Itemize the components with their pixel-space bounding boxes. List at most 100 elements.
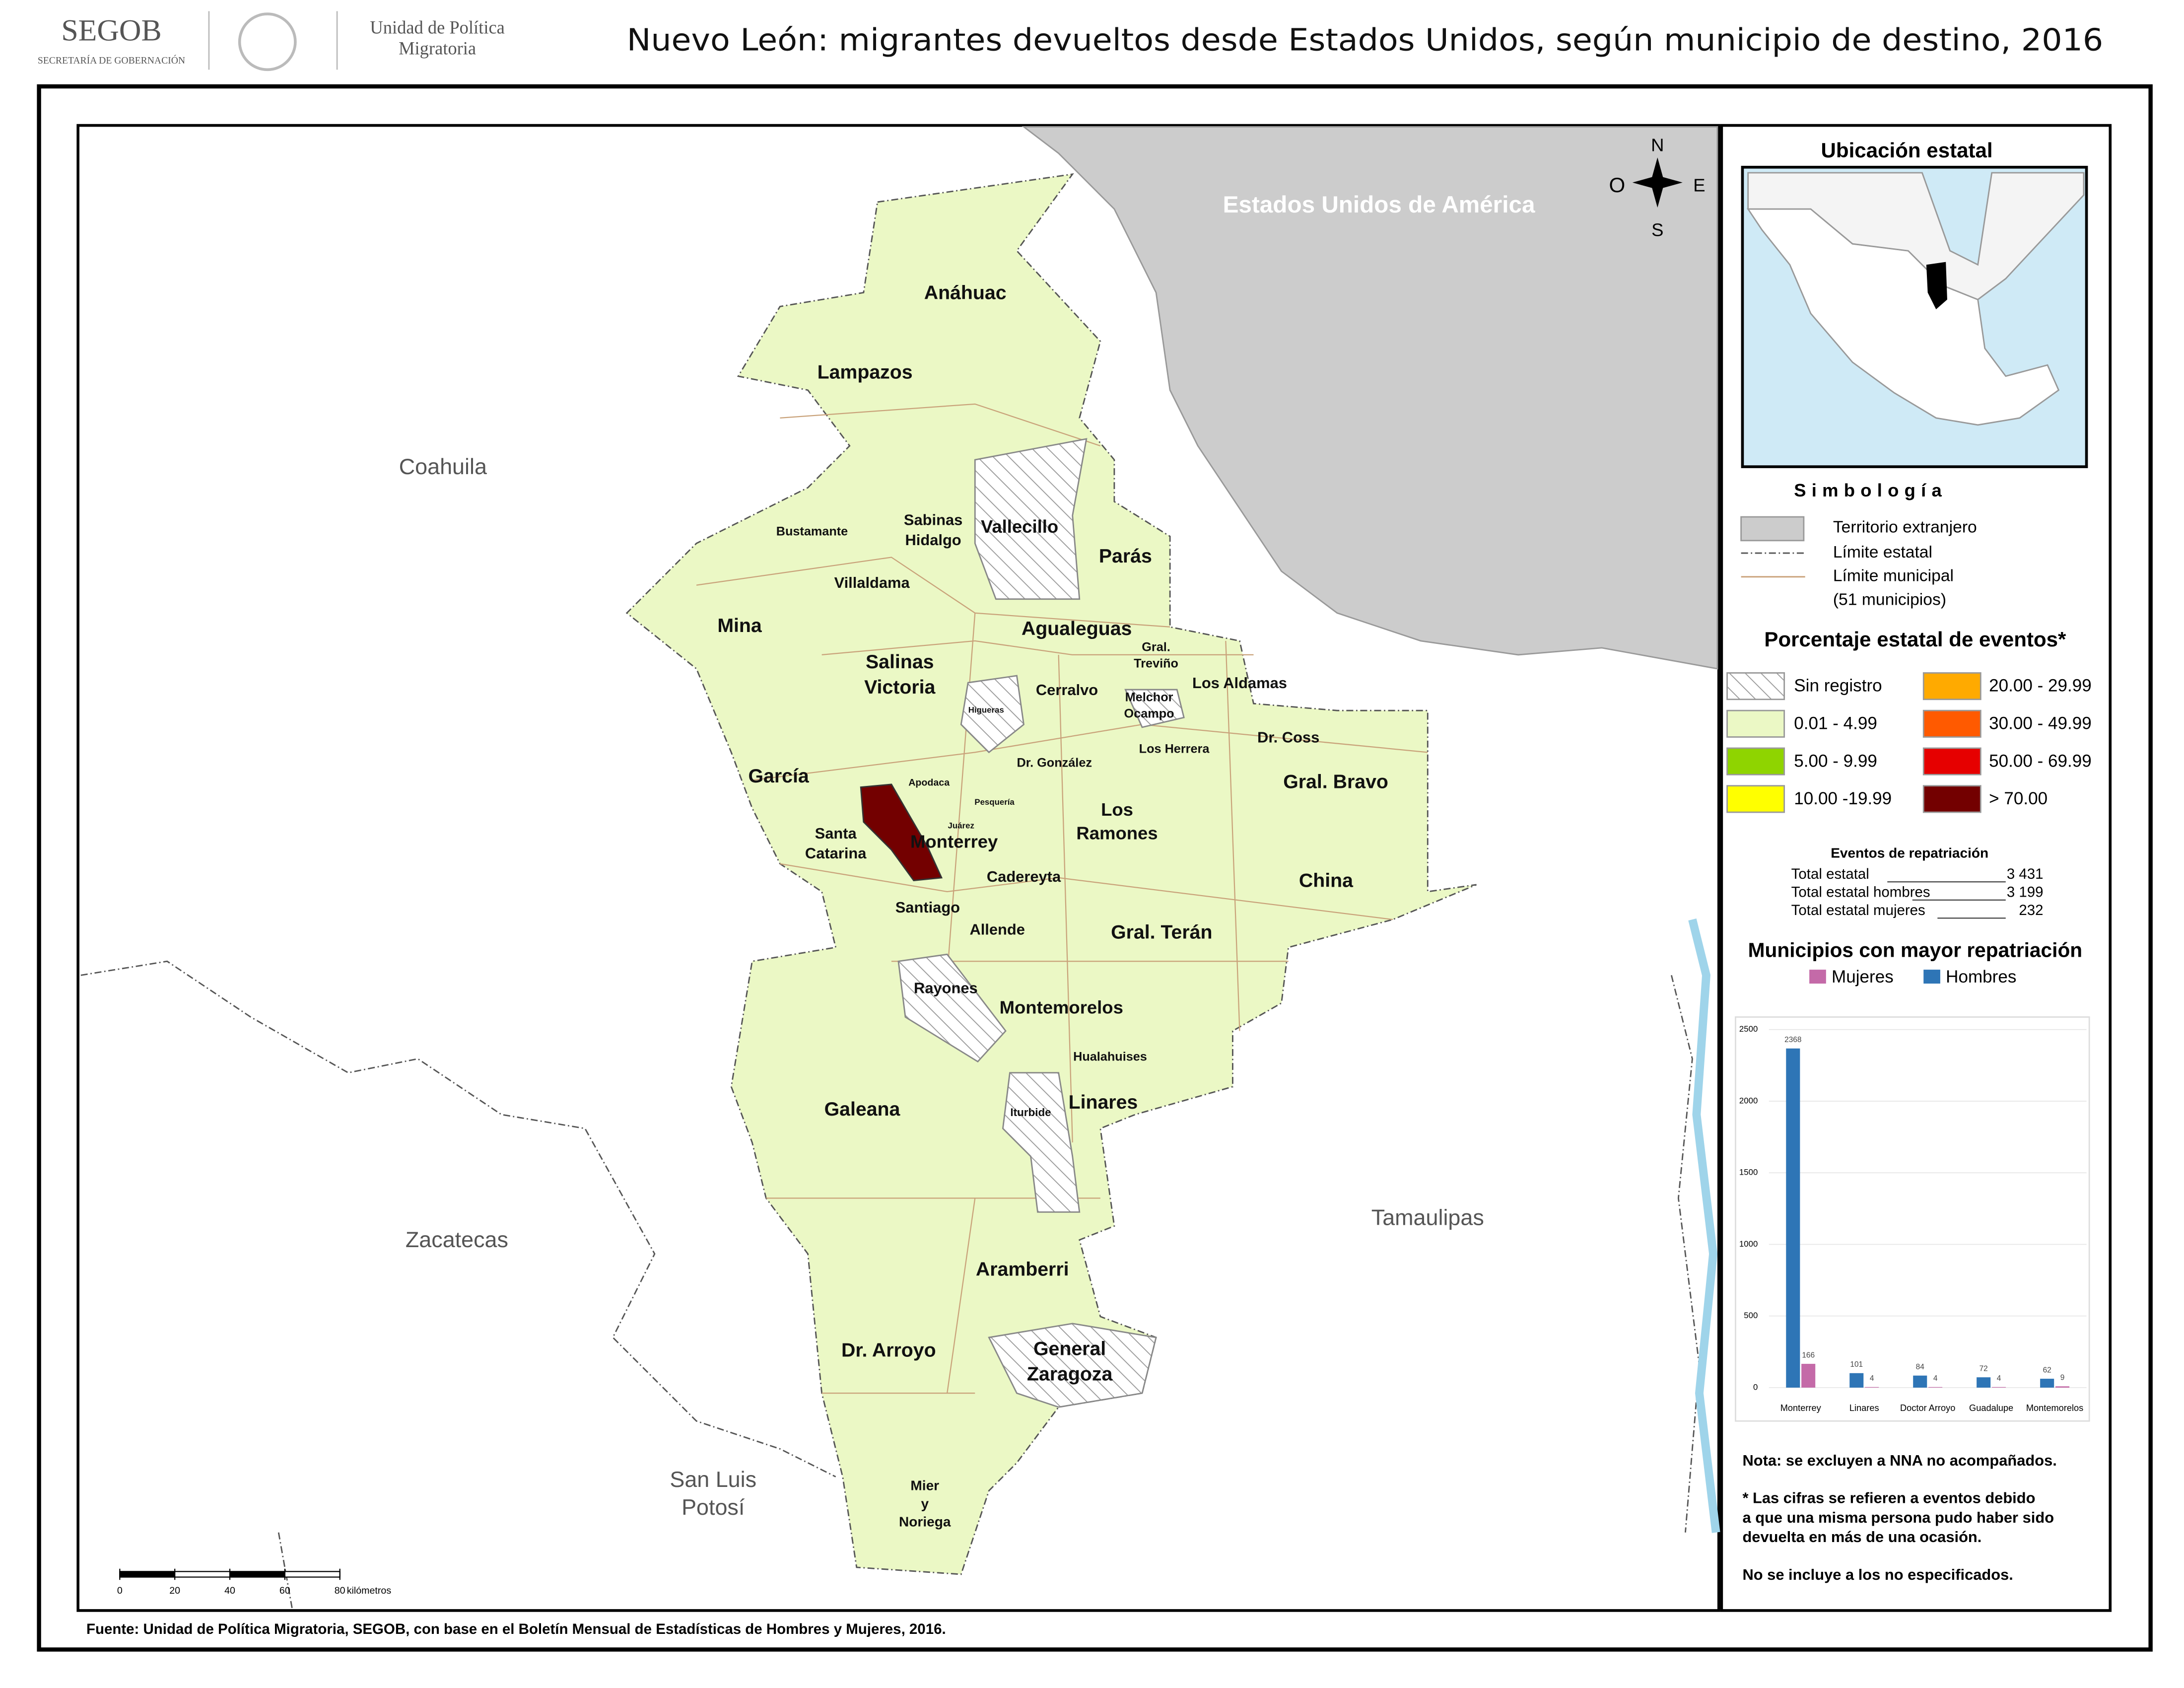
note: * Las cifras se refieren a eventos debid… [1742,1489,2035,1507]
municipality-label: Gral. Bravo [1283,771,1388,792]
bar [1865,1387,1879,1388]
logo [208,11,338,71]
scale-label: 0 [117,1585,123,1596]
y-tick-label: 0 [1753,1382,1758,1392]
inset-state [1926,262,1947,310]
region-label: Estados Unidos de América [1223,192,1535,218]
legend-title: Simbología [1794,480,1947,500]
outer-frame [37,84,2153,1652]
note: Nota: se excluyen a NNA no acompañados. [1742,1452,2056,1469]
legend-swatch [1923,970,1940,984]
org-sub: SECRETARÍA DE GOBERNACIÓN [38,55,185,66]
seal [238,12,297,71]
class-label: 0.01 - 4.99 [1794,714,1877,733]
compass-letter: N [1651,135,1664,155]
municipality-label: Lampazos [818,361,913,383]
note: a que una misma persona pudo haber sido [1742,1509,2054,1526]
municipality-label: Gral. [1142,640,1170,654]
stats-value: 3 431 [2007,866,2044,882]
municipality-label: Salinas [866,651,934,673]
no-record-area [974,438,1088,600]
stats-label: Total estatal hombres [1791,884,1930,901]
x-tick-label: Guadalupe [1969,1403,2013,1413]
class-label: 10.00 -19.99 [1794,789,1892,808]
y-tick-label: 2500 [1739,1024,1758,1034]
data-label: 72 [1979,1364,1988,1373]
map [80,126,1720,1611]
class-label: 50.00 - 69.99 [1989,751,2092,771]
municipal-boundaries [696,403,1428,1394]
legend-swatch [1740,516,1805,542]
class-swatch [1922,747,1981,775]
x-tick-label: Doctor Arroyo [1900,1403,1955,1413]
class-label: > 70.00 [1989,789,2048,808]
municipality-label: China [1299,870,1354,892]
data-label: 4 [1933,1374,1938,1383]
scale-label: 20 [169,1585,180,1596]
stats-value: 3 199 [2007,884,2044,901]
class-swatch [1726,747,1785,775]
municipality-label: Iturbide [1010,1106,1051,1119]
compass-letter: O [1609,173,1626,197]
no-record-area [1124,689,1185,728]
scale-label: 80 [335,1585,345,1596]
legend-entry: Hombres [1946,967,2016,986]
municipality-label: Ramones [1076,823,1158,843]
data-label: 4 [1997,1374,2001,1383]
municipality-label: y [921,1496,929,1511]
municipality-label: Melchor [1125,691,1173,704]
inset-foreign [1747,172,2085,300]
municipality-label: Victoria [864,676,936,698]
chart-title: Municipios con mayor repatriación [1748,938,2082,961]
scale-unit: kilómetros [347,1585,392,1596]
municipality-label: Parás [1099,545,1152,567]
x-tick-label: Linares [1849,1403,1879,1413]
no-record-area [1002,1072,1081,1213]
municipality-label: General [1033,1338,1106,1360]
no-record-area [897,953,1007,1063]
nuevo-leon [625,173,1477,1575]
note: devuelta en más de una ocasión. [1742,1528,1981,1546]
data-label: 84 [1916,1363,1925,1371]
municipality-label: Apodaca [908,777,950,788]
compass-letter: S [1651,220,1663,240]
municipality-label: Villaldama [834,574,910,591]
municipality-label: Dr. Arroyo [841,1339,936,1361]
municipality-label: Juárez [948,821,974,831]
municipality-label: Los Aldamas [1192,674,1287,692]
legend-item: Límite municipal [1833,567,1954,585]
municipality-label: Cadereyta [987,868,1061,885]
class-swatch [1726,709,1785,738]
unit: Migratoria [399,38,476,58]
municipality-label: Mina [717,615,762,636]
source: Fuente: Unidad de Política Migratoria, S… [86,1621,946,1637]
municipality-label: Ocampo [1124,706,1174,720]
highest-area [860,783,943,881]
municipality-label: García [748,765,809,787]
municipality-label: Pesquería [974,797,1015,807]
data-label: 2368 [1784,1036,1801,1044]
municipality-label: Monterrey [910,831,998,851]
municipality-label: Montemorelos [1000,997,1123,1017]
scale-label: 60 [279,1585,290,1596]
org: SEGOB [61,14,161,48]
stats-label: Total estatal [1791,866,1869,882]
no-record-area [988,1323,1157,1408]
bar [1849,1373,1864,1388]
municipality-label: Agualeguas [1022,618,1132,639]
class-swatch [1922,672,1981,701]
stats-title: Eventos de repatriación [1831,845,1988,861]
region-label: San Luis [670,1467,756,1492]
legend-item: Territorio extranjero [1833,518,1977,536]
region-label: Zacatecas [406,1227,508,1252]
inset-title: Ubicación estatal [1821,139,1993,162]
legend-item: (51 municipios) [1833,590,1946,609]
state-boundary [80,960,1700,1611]
bar [1786,1048,1800,1388]
data-label: 9 [2060,1374,2065,1382]
data-label: 62 [2043,1366,2051,1374]
scale-segment [120,1571,175,1577]
region-label: Potosí [682,1494,745,1520]
bar [1801,1364,1816,1388]
stats-value: 232 [2019,902,2043,918]
